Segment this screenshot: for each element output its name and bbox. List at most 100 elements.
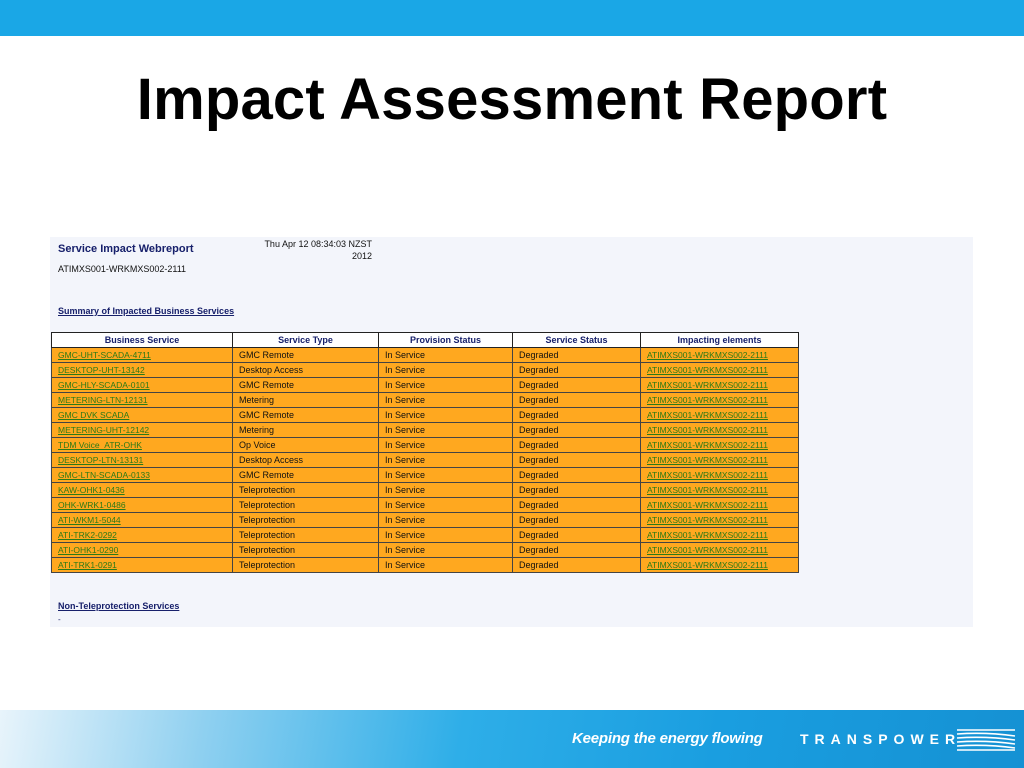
table-row: ATI-WKM1-5044 Teleprotection In Service Deg…	[51, 512, 799, 528]
provision-status-cell: In Service	[378, 347, 513, 363]
service-type-cell: Teleprotection	[232, 557, 379, 573]
table-row: TDM Voice_ATR-OHK Op Voice In Service Degra…	[51, 437, 799, 453]
business-service-link[interactable]: KAW-OHK1-0436	[51, 482, 233, 498]
column-header-service-status: Service Status	[512, 332, 641, 348]
summary-heading: Summary of Impacted Business Services	[58, 306, 235, 316]
impacting-element-link[interactable]: ATIMXS001-WRKMXS002-2111	[640, 362, 799, 378]
non-teleprotection-heading: Non-Teleprotection Services	[58, 601, 180, 611]
service-status-cell: Degraded	[512, 347, 641, 363]
service-type-cell: GMC Remote	[232, 347, 379, 363]
business-service-link[interactable]: GMC-UHT-SCADA-4711	[51, 347, 233, 363]
impacting-element-link[interactable]: ATIMXS001-WRKMXS002-2111	[640, 557, 799, 573]
table-row: ATI-OHK1-0290 Teleprotection In Service Deg…	[51, 542, 799, 558]
report-subid: ATIMXS001-WRKMXS002-2111	[58, 264, 187, 274]
provision-status-cell: In Service	[378, 422, 513, 438]
service-type-cell: Teleprotection	[232, 542, 379, 558]
provision-status-cell: In Service	[378, 377, 513, 393]
table-row: DESKTOP-LTN-13131 Desktop Access In Servic…	[51, 452, 799, 468]
provision-status-cell: In Service	[378, 482, 513, 498]
provision-status-cell: In Service	[378, 557, 513, 573]
impacting-element-link[interactable]: ATIMXS001-WRKMXS002-2111	[640, 347, 799, 363]
service-type-cell: GMC Remote	[232, 407, 379, 423]
service-type-cell: Teleprotection	[232, 512, 379, 528]
provision-status-cell: In Service	[378, 407, 513, 423]
service-status-cell: Degraded	[512, 482, 641, 498]
non-teleprotection-placeholder: -	[58, 615, 61, 624]
table-row: KAW-OHK1-0436 Teleprotection In Service Deg…	[51, 482, 799, 498]
business-service-link[interactable]: DESKTOP-UHT-13142	[51, 362, 233, 378]
table-row: METERING-LTN-12131 Metering In Service Degr…	[51, 392, 799, 408]
service-status-cell: Degraded	[512, 527, 641, 543]
service-type-cell: Desktop Access	[232, 452, 379, 468]
column-header-impacting-elements: Impacting elements	[640, 332, 799, 348]
business-service-link[interactable]: ATI-OHK1-0290	[51, 542, 233, 558]
service-status-cell: Degraded	[512, 422, 641, 438]
impacting-element-link[interactable]: ATIMXS001-WRKMXS002-2111	[640, 437, 799, 453]
table-row: DESKTOP-UHT-13142 Desktop Access In Servic…	[51, 362, 799, 378]
slide-title: Impact Assessment Report	[136, 67, 888, 132]
business-service-link[interactable]: GMC-HLY-SCADA-0101	[51, 377, 233, 393]
service-status-cell: Degraded	[512, 542, 641, 558]
impacting-element-link[interactable]: ATIMXS001-WRKMXS002-2111	[640, 527, 799, 543]
business-service-link[interactable]: GMC DVK SCADA	[51, 407, 233, 423]
impacting-element-link[interactable]: ATIMXS001-WRKMXS002-2111	[640, 452, 799, 468]
service-type-cell: Metering	[232, 422, 379, 438]
provision-status-cell: In Service	[378, 542, 513, 558]
report-heading: Service Impact Webreport	[58, 243, 194, 255]
table-header-row: Business Service Service Type Provision …	[51, 332, 799, 348]
service-type-cell: GMC Remote	[232, 467, 379, 483]
provision-status-cell: In Service	[378, 452, 513, 468]
footer-tagline: Keeping the energy flowing	[572, 730, 763, 747]
business-service-link[interactable]: METERING-LTN-12131	[51, 392, 233, 408]
service-type-cell: Metering	[232, 392, 379, 408]
impacting-element-link[interactable]: ATIMXS001-WRKMXS002-2111	[640, 512, 799, 528]
service-type-cell: Teleprotection	[232, 497, 379, 513]
impacting-element-link[interactable]: ATIMXS001-WRKMXS002-2111	[640, 497, 799, 513]
business-service-link[interactable]: ATI-TRK2-0292	[51, 527, 233, 543]
provision-status-cell: In Service	[378, 362, 513, 378]
business-service-link[interactable]: METERING-UHT-12142	[51, 422, 233, 438]
column-header-business-service: Business Service	[51, 332, 233, 348]
provision-status-cell: In Service	[378, 437, 513, 453]
service-type-cell: GMC Remote	[232, 377, 379, 393]
footer-brand: TRANSPOWER	[800, 731, 962, 747]
provision-status-cell: In Service	[378, 527, 513, 543]
service-type-cell: Op Voice	[232, 437, 379, 453]
business-service-link[interactable]: ATI-WKM1-5044	[51, 512, 233, 528]
report-datetime: Thu Apr 12 08:34:03 NZST 2012	[264, 239, 372, 261]
impacting-element-link[interactable]: ATIMXS001-WRKMXS002-2111	[640, 377, 799, 393]
top-accent-bar	[0, 0, 1024, 36]
impacted-services-table: Business Service Service Type Provision …	[51, 332, 799, 573]
provision-status-cell: In Service	[378, 392, 513, 408]
service-status-cell: Degraded	[512, 557, 641, 573]
impacting-element-link[interactable]: ATIMXS001-WRKMXS002-2111	[640, 542, 799, 558]
business-service-link[interactable]: ATI-TRK1-0291	[51, 557, 233, 573]
service-status-cell: Degraded	[512, 497, 641, 513]
provision-status-cell: In Service	[378, 497, 513, 513]
column-header-service-type: Service Type	[232, 332, 379, 348]
table-row: ATI-TRK1-0291 Teleprotection In Service Deg…	[51, 557, 799, 573]
service-status-cell: Degraded	[512, 512, 641, 528]
impacting-element-link[interactable]: ATIMXS001-WRKMXS002-2111	[640, 482, 799, 498]
table-row: GMC DVK SCADA GMC Remote In Service Degrade…	[51, 407, 799, 423]
table-row: GMC-UHT-SCADA-4711 GMC Remote In Service De…	[51, 347, 799, 363]
impacting-element-link[interactable]: ATIMXS001-WRKMXS002-2111	[640, 407, 799, 423]
service-status-cell: Degraded	[512, 377, 641, 393]
table-row: METERING-UHT-12142 Metering In Service Degr…	[51, 422, 799, 438]
impacting-element-link[interactable]: ATIMXS001-WRKMXS002-2111	[640, 467, 799, 483]
service-status-cell: Degraded	[512, 362, 641, 378]
impacting-element-link[interactable]: ATIMXS001-WRKMXS002-2111	[640, 422, 799, 438]
table-row: GMC-HLY-SCADA-0101 GMC Remote In Service De…	[51, 377, 799, 393]
business-service-link[interactable]: GMC-LTN-SCADA-0133	[51, 467, 233, 483]
business-service-link[interactable]: TDM Voice_ATR-OHK	[51, 437, 233, 453]
footer-band	[0, 710, 1024, 768]
business-service-link[interactable]: DESKTOP-LTN-13131	[51, 452, 233, 468]
service-status-cell: Degraded	[512, 407, 641, 423]
service-status-cell: Degraded	[512, 467, 641, 483]
impacting-element-link[interactable]: ATIMXS001-WRKMXS002-2111	[640, 392, 799, 408]
provision-status-cell: In Service	[378, 467, 513, 483]
service-type-cell: Teleprotection	[232, 527, 379, 543]
business-service-link[interactable]: OHK-WRK1-0486	[51, 497, 233, 513]
service-type-cell: Desktop Access	[232, 362, 379, 378]
table-row: ATI-TRK2-0292 Teleprotection In Service Deg…	[51, 527, 799, 543]
